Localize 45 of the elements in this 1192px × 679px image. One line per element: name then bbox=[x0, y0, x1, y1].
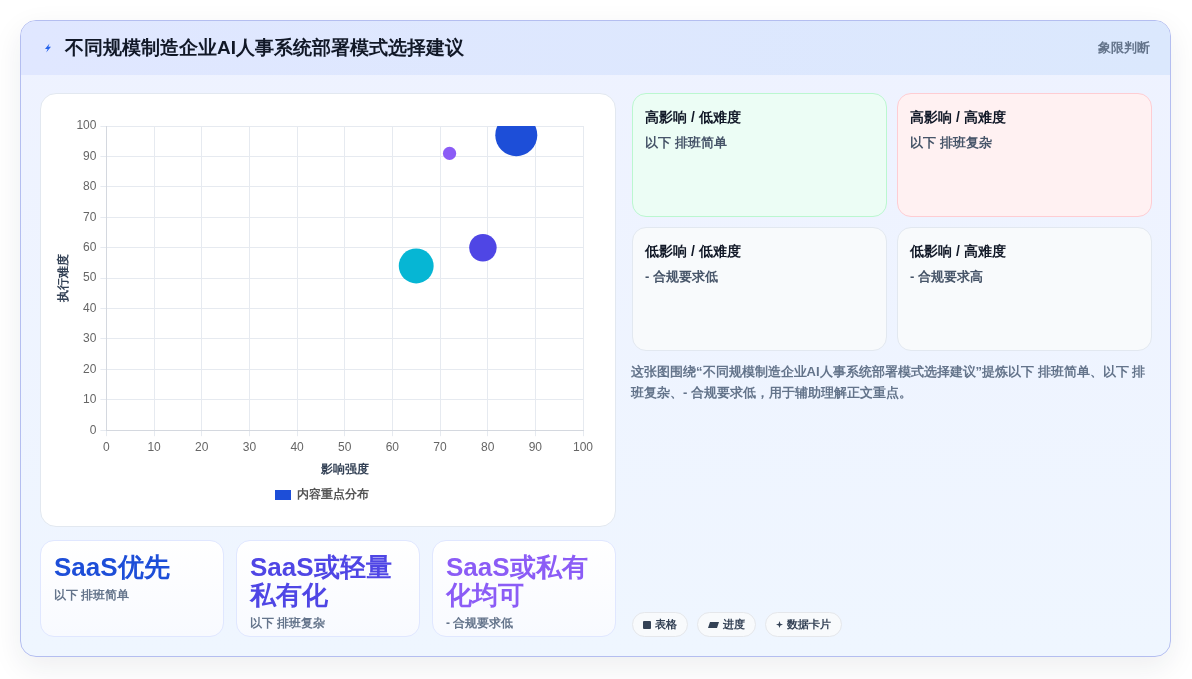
y-tick-label: 50 bbox=[83, 270, 97, 285]
text: SaaS优先 bbox=[54, 552, 170, 582]
text: SaaS或轻量私有化 bbox=[250, 552, 392, 610]
text: 高影响 / 低难度 bbox=[645, 109, 741, 125]
text: - 合规要求高 bbox=[910, 269, 983, 284]
text: 低影响 / 高难度 bbox=[910, 243, 1006, 259]
text: 低影响 / 低难度 bbox=[645, 243, 741, 259]
y-axis-title: 执行难度 bbox=[55, 254, 70, 304]
text: 以下 排班复杂 bbox=[910, 135, 992, 150]
y-tick-label: 40 bbox=[83, 300, 97, 315]
text: 象限判断 bbox=[1098, 39, 1150, 57]
y-tick-label: 0 bbox=[89, 422, 97, 437]
text: 数据卡片 bbox=[787, 617, 831, 632]
y-tick-label: 10 bbox=[83, 392, 97, 407]
text: SaaS或私有化均可 bbox=[446, 552, 588, 610]
x-tick-label: 50 bbox=[338, 439, 352, 454]
x-tick-label: 70 bbox=[433, 439, 448, 454]
x-tick-label: 100 bbox=[572, 439, 594, 454]
text: 以下 排班简单 bbox=[645, 135, 727, 150]
y-tick-label: 70 bbox=[83, 209, 97, 224]
x-tick-label: 60 bbox=[385, 439, 400, 454]
x-tick-label: 90 bbox=[528, 439, 543, 454]
text: 高影响 / 高难度 bbox=[910, 109, 1006, 125]
text: 表格 bbox=[655, 617, 677, 632]
text: - 合规要求低 bbox=[446, 616, 514, 630]
x-tick-label: 10 bbox=[147, 439, 162, 454]
text: 这张图围绕“不同规模制造企业AI人事系统部署模式选择建议”提炼以下 排班简单、以下 排班复杂、- 合规要求低，用于辅助理解正文重点。 bbox=[631, 364, 1146, 400]
text: 以下 排班简单 bbox=[54, 588, 130, 602]
y-tick-label: 30 bbox=[83, 331, 97, 346]
x-tick-label: 0 bbox=[103, 439, 111, 454]
x-tick-label: 80 bbox=[481, 439, 495, 454]
text: 进度 bbox=[723, 617, 745, 632]
y-tick-label: 100 bbox=[76, 118, 97, 133]
y-tick-label: 60 bbox=[83, 239, 97, 254]
text: 不同规模制造企业AI人事系统部署模式选择建议 bbox=[65, 36, 464, 60]
text: 以下 排班复杂 bbox=[250, 616, 326, 630]
text: - 合规要求低 bbox=[645, 269, 718, 284]
x-tick-label: 30 bbox=[242, 439, 257, 454]
x-tick-label: 40 bbox=[290, 439, 305, 454]
y-tick-label: 90 bbox=[83, 148, 97, 163]
y-tick-label: 20 bbox=[83, 361, 97, 376]
legend-label: 内容重点分布 bbox=[297, 487, 369, 502]
x-tick-label: 20 bbox=[195, 439, 209, 454]
x-axis-title: 影响强度 bbox=[319, 462, 369, 477]
y-tick-label: 80 bbox=[83, 179, 97, 194]
